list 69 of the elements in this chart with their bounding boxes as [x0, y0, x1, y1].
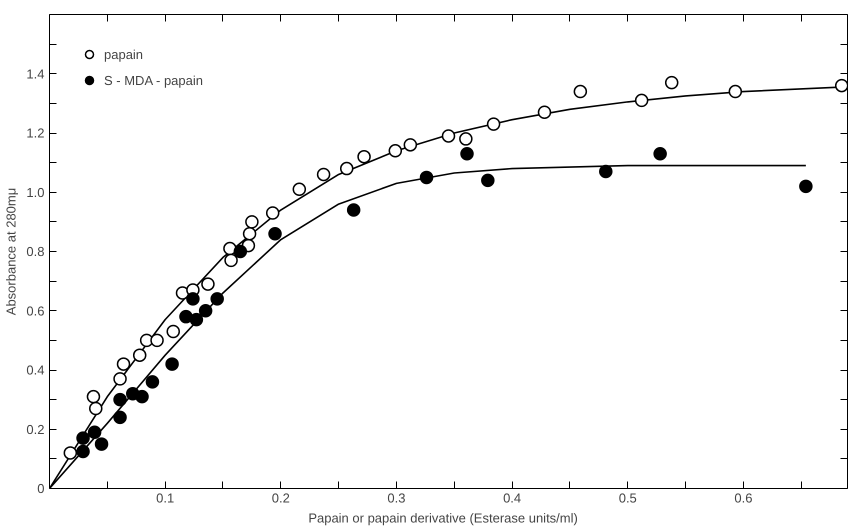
x-tick-label: 0.4: [503, 490, 522, 506]
point: [76, 431, 90, 445]
point: [224, 254, 238, 268]
point: [132, 348, 146, 362]
point: [442, 129, 456, 143]
x-axis-title: Papain or papain derivative (Esterase units/ml): [308, 510, 578, 526]
point: [460, 147, 474, 160]
y-tick-label: 0: [37, 481, 45, 496]
point: [266, 206, 280, 220]
point: [116, 357, 130, 371]
y-tick-label: 1.0: [26, 184, 45, 200]
point: [245, 215, 259, 229]
y-tick-label: 0.2: [26, 422, 45, 437]
x-tick-label: 0.2: [272, 490, 290, 506]
point: [653, 147, 667, 160]
x-tick-label: 0.1: [156, 490, 174, 506]
point: [481, 174, 495, 188]
point: [574, 84, 588, 98]
point: [198, 304, 212, 318]
point: [242, 226, 256, 240]
point: [340, 162, 354, 176]
point: [64, 446, 78, 460]
point: [834, 78, 848, 92]
legend-label: papain: [104, 46, 144, 62]
point: [486, 117, 500, 131]
point: [190, 312, 204, 326]
point: [113, 410, 127, 424]
y-tick-label: 0.8: [26, 244, 45, 259]
y-tick-label: 0.6: [26, 303, 45, 318]
point: [292, 182, 306, 196]
y-axis-title: Absorbance at 280mμ: [3, 188, 18, 316]
x-tick-label: 0.5: [618, 490, 637, 506]
point: [179, 310, 193, 324]
x-tick-label: 0.3: [387, 490, 406, 506]
point: [634, 94, 648, 108]
point: [234, 244, 248, 258]
point: [728, 84, 742, 98]
point: [135, 390, 149, 404]
point: [316, 168, 330, 182]
point: [146, 375, 160, 389]
point: [599, 164, 613, 178]
point: [664, 76, 678, 90]
point: [76, 444, 90, 458]
point: [799, 180, 813, 194]
point: [357, 150, 371, 164]
point: [210, 292, 224, 306]
point: [459, 132, 473, 146]
point: [89, 402, 103, 416]
point: [538, 106, 552, 119]
point: [346, 203, 360, 217]
legend-label: S - MDA - papain: [104, 72, 203, 88]
point: [113, 372, 127, 386]
point: [186, 292, 200, 306]
point: [88, 425, 102, 439]
point: [420, 170, 434, 184]
y-tick-label: 1.4: [26, 66, 45, 82]
point: [404, 138, 418, 152]
point: [94, 437, 108, 451]
point: [166, 324, 180, 338]
point: [201, 277, 215, 291]
y-tick-label: 1.2: [26, 126, 45, 140]
point: [165, 357, 179, 371]
point: [268, 226, 282, 240]
x-tick-label: 0.6: [734, 490, 752, 506]
y-tick-label: 0.4: [26, 362, 45, 378]
point: [86, 390, 100, 404]
point: [150, 334, 164, 348]
point: [113, 392, 127, 406]
point: [388, 144, 402, 158]
